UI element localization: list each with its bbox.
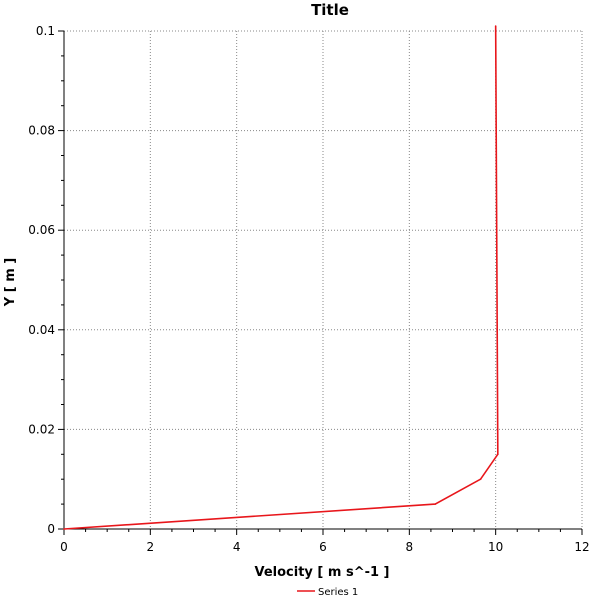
grid [64, 30, 583, 529]
x-tick-label: 4 [233, 540, 241, 554]
y-tick-label: 0.1 [36, 24, 55, 38]
legend: Series 1 [297, 587, 358, 598]
y-tick-label: 0.06 [28, 223, 55, 237]
x-axis-label: Velocity [ m s^-1 ] [254, 565, 389, 580]
x-tick-label: 12 [574, 540, 589, 554]
y-tick-label: 0.02 [28, 422, 55, 436]
x-tick-label: 10 [488, 540, 503, 554]
legend-label-series-1: Series 1 [318, 587, 358, 598]
data-point [497, 453, 499, 456]
y-axis-label: Y [ m ] [3, 258, 18, 307]
series-line [63, 26, 499, 530]
data-point [63, 528, 65, 530]
axes: 0 2 4 6 8 10 12 0 0.02 0.04 0.06 0.08 0.1 [28, 24, 589, 554]
x-tick-label: 8 [406, 540, 414, 554]
x-tick-label: 6 [319, 540, 327, 554]
x-tick-label: 0 [60, 540, 68, 554]
y-tick-label: 0.04 [28, 323, 55, 337]
data-point [434, 503, 437, 505]
y-tick-label: 0.08 [28, 124, 55, 138]
chart-title: Title [311, 1, 349, 19]
data-point [494, 25, 497, 27]
y-tick-label: 0 [47, 522, 55, 536]
x-tick-label: 2 [147, 540, 155, 554]
series-layer [63, 25, 499, 530]
data-point [479, 478, 482, 481]
